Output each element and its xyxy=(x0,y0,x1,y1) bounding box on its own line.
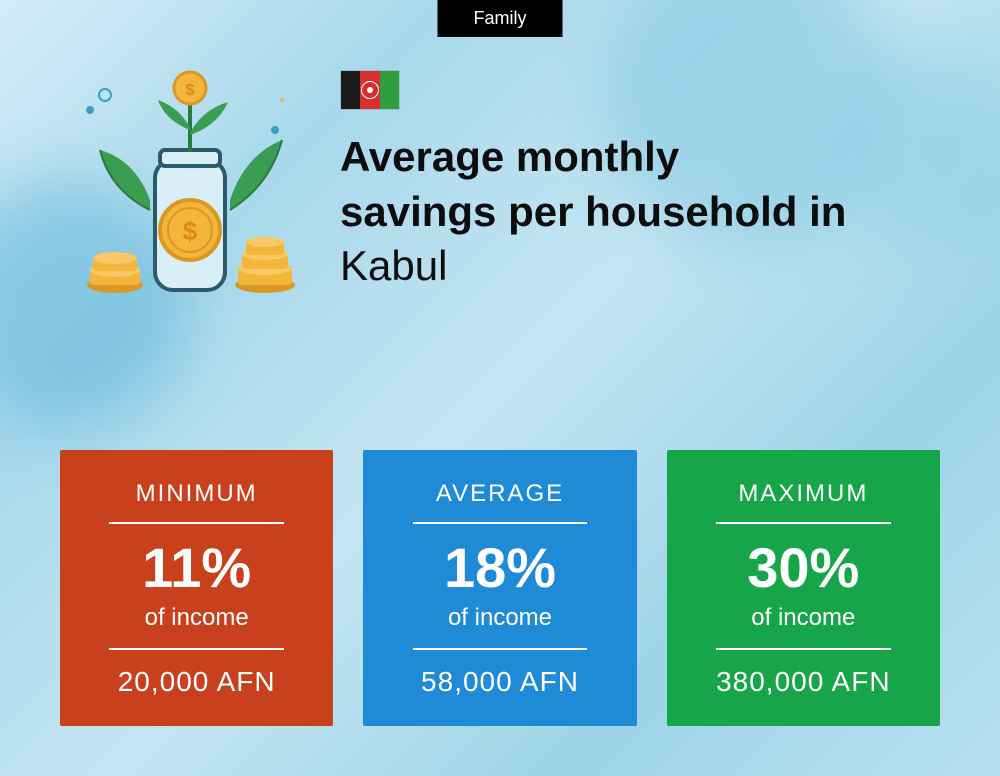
flag-emblem-icon xyxy=(361,81,379,99)
svg-text:$: $ xyxy=(186,82,195,99)
flag-stripe xyxy=(380,71,399,109)
title-line: Average monthly xyxy=(340,130,940,185)
card-amount: 58,000 AFN xyxy=(383,666,616,698)
header: $ $ Average monthly savings per househol… xyxy=(60,60,940,310)
stat-card-minimum: MINIMUM 11% of income 20,000 AFN xyxy=(60,450,333,726)
svg-text:$: $ xyxy=(183,216,198,246)
card-divider xyxy=(716,522,891,524)
card-subtext: of income xyxy=(687,604,920,632)
category-badge: Family xyxy=(438,0,563,37)
savings-jar-illustration: $ $ xyxy=(60,60,310,310)
card-amount: 20,000 AFN xyxy=(80,666,313,698)
country-flag-afghanistan xyxy=(340,70,400,110)
card-divider xyxy=(716,648,891,650)
stat-cards: MINIMUM 11% of income 20,000 AFN AVERAGE… xyxy=(60,450,940,726)
card-subtext: of income xyxy=(383,604,616,632)
card-percent: 18% xyxy=(383,540,616,596)
card-percent: 11% xyxy=(80,540,313,596)
card-divider xyxy=(413,522,588,524)
title-line: savings per household in xyxy=(340,185,940,240)
stat-card-maximum: MAXIMUM 30% of income 380,000 AFN xyxy=(667,450,940,726)
card-label: MINIMUM xyxy=(80,480,313,508)
card-percent: 30% xyxy=(687,540,920,596)
stat-card-average: AVERAGE 18% of income 58,000 AFN xyxy=(363,450,636,726)
title-area: Average monthly savings per household in… xyxy=(340,60,940,294)
card-amount: 380,000 AFN xyxy=(687,666,920,698)
card-divider xyxy=(109,522,284,524)
card-divider xyxy=(413,648,588,650)
card-label: MAXIMUM xyxy=(687,480,920,508)
card-divider xyxy=(109,648,284,650)
flag-stripe xyxy=(341,71,360,109)
title-city: Kabul xyxy=(340,239,940,294)
card-subtext: of income xyxy=(80,604,313,632)
card-label: AVERAGE xyxy=(383,480,616,508)
